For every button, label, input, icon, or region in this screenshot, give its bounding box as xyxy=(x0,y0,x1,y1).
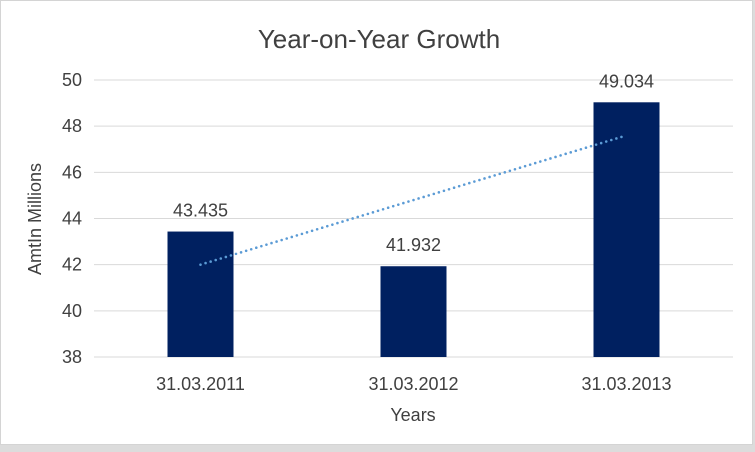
y-tick-label: 50 xyxy=(62,70,82,90)
bars-group xyxy=(167,102,660,358)
trendline-group xyxy=(199,134,628,266)
x-tick-label: 31.03.2013 xyxy=(581,374,671,394)
y-tick-label: 40 xyxy=(62,301,82,321)
x-axis-title: Years xyxy=(390,405,435,425)
bar-value-labels: 43.435 41.932 49.034 xyxy=(173,71,654,255)
y-tick-label: 48 xyxy=(62,116,82,136)
chart-title: Year-on-Year Growth xyxy=(258,24,500,54)
bar-value-label: 41.932 xyxy=(386,235,441,255)
y-tick-label: 44 xyxy=(62,209,82,229)
plot-area: 38 40 42 44 46 48 50 43.435 41.932 49.034 31.03.… xyxy=(25,24,733,425)
y-axis-title: AmtIn Millions xyxy=(25,163,45,275)
bar-value-label: 49.034 xyxy=(599,71,654,91)
x-axis-tick-labels: 31.03.2011 31.03.2012 31.03.2013 xyxy=(156,374,671,394)
x-tick-label: 31.03.2011 xyxy=(156,374,245,394)
bar-value-label: 43.435 xyxy=(173,201,228,221)
y-tick-label: 42 xyxy=(62,255,82,275)
x-tick-label: 31.03.2012 xyxy=(368,374,458,394)
bar[interactable] xyxy=(167,231,234,357)
bar[interactable] xyxy=(593,102,660,358)
y-tick-label: 38 xyxy=(62,347,82,367)
y-tick-label: 46 xyxy=(62,162,82,182)
bar[interactable] xyxy=(380,266,447,357)
y-axis-tick-labels: 38 40 42 44 46 48 50 xyxy=(62,70,82,367)
trendline-dotted[interactable] xyxy=(199,134,628,266)
